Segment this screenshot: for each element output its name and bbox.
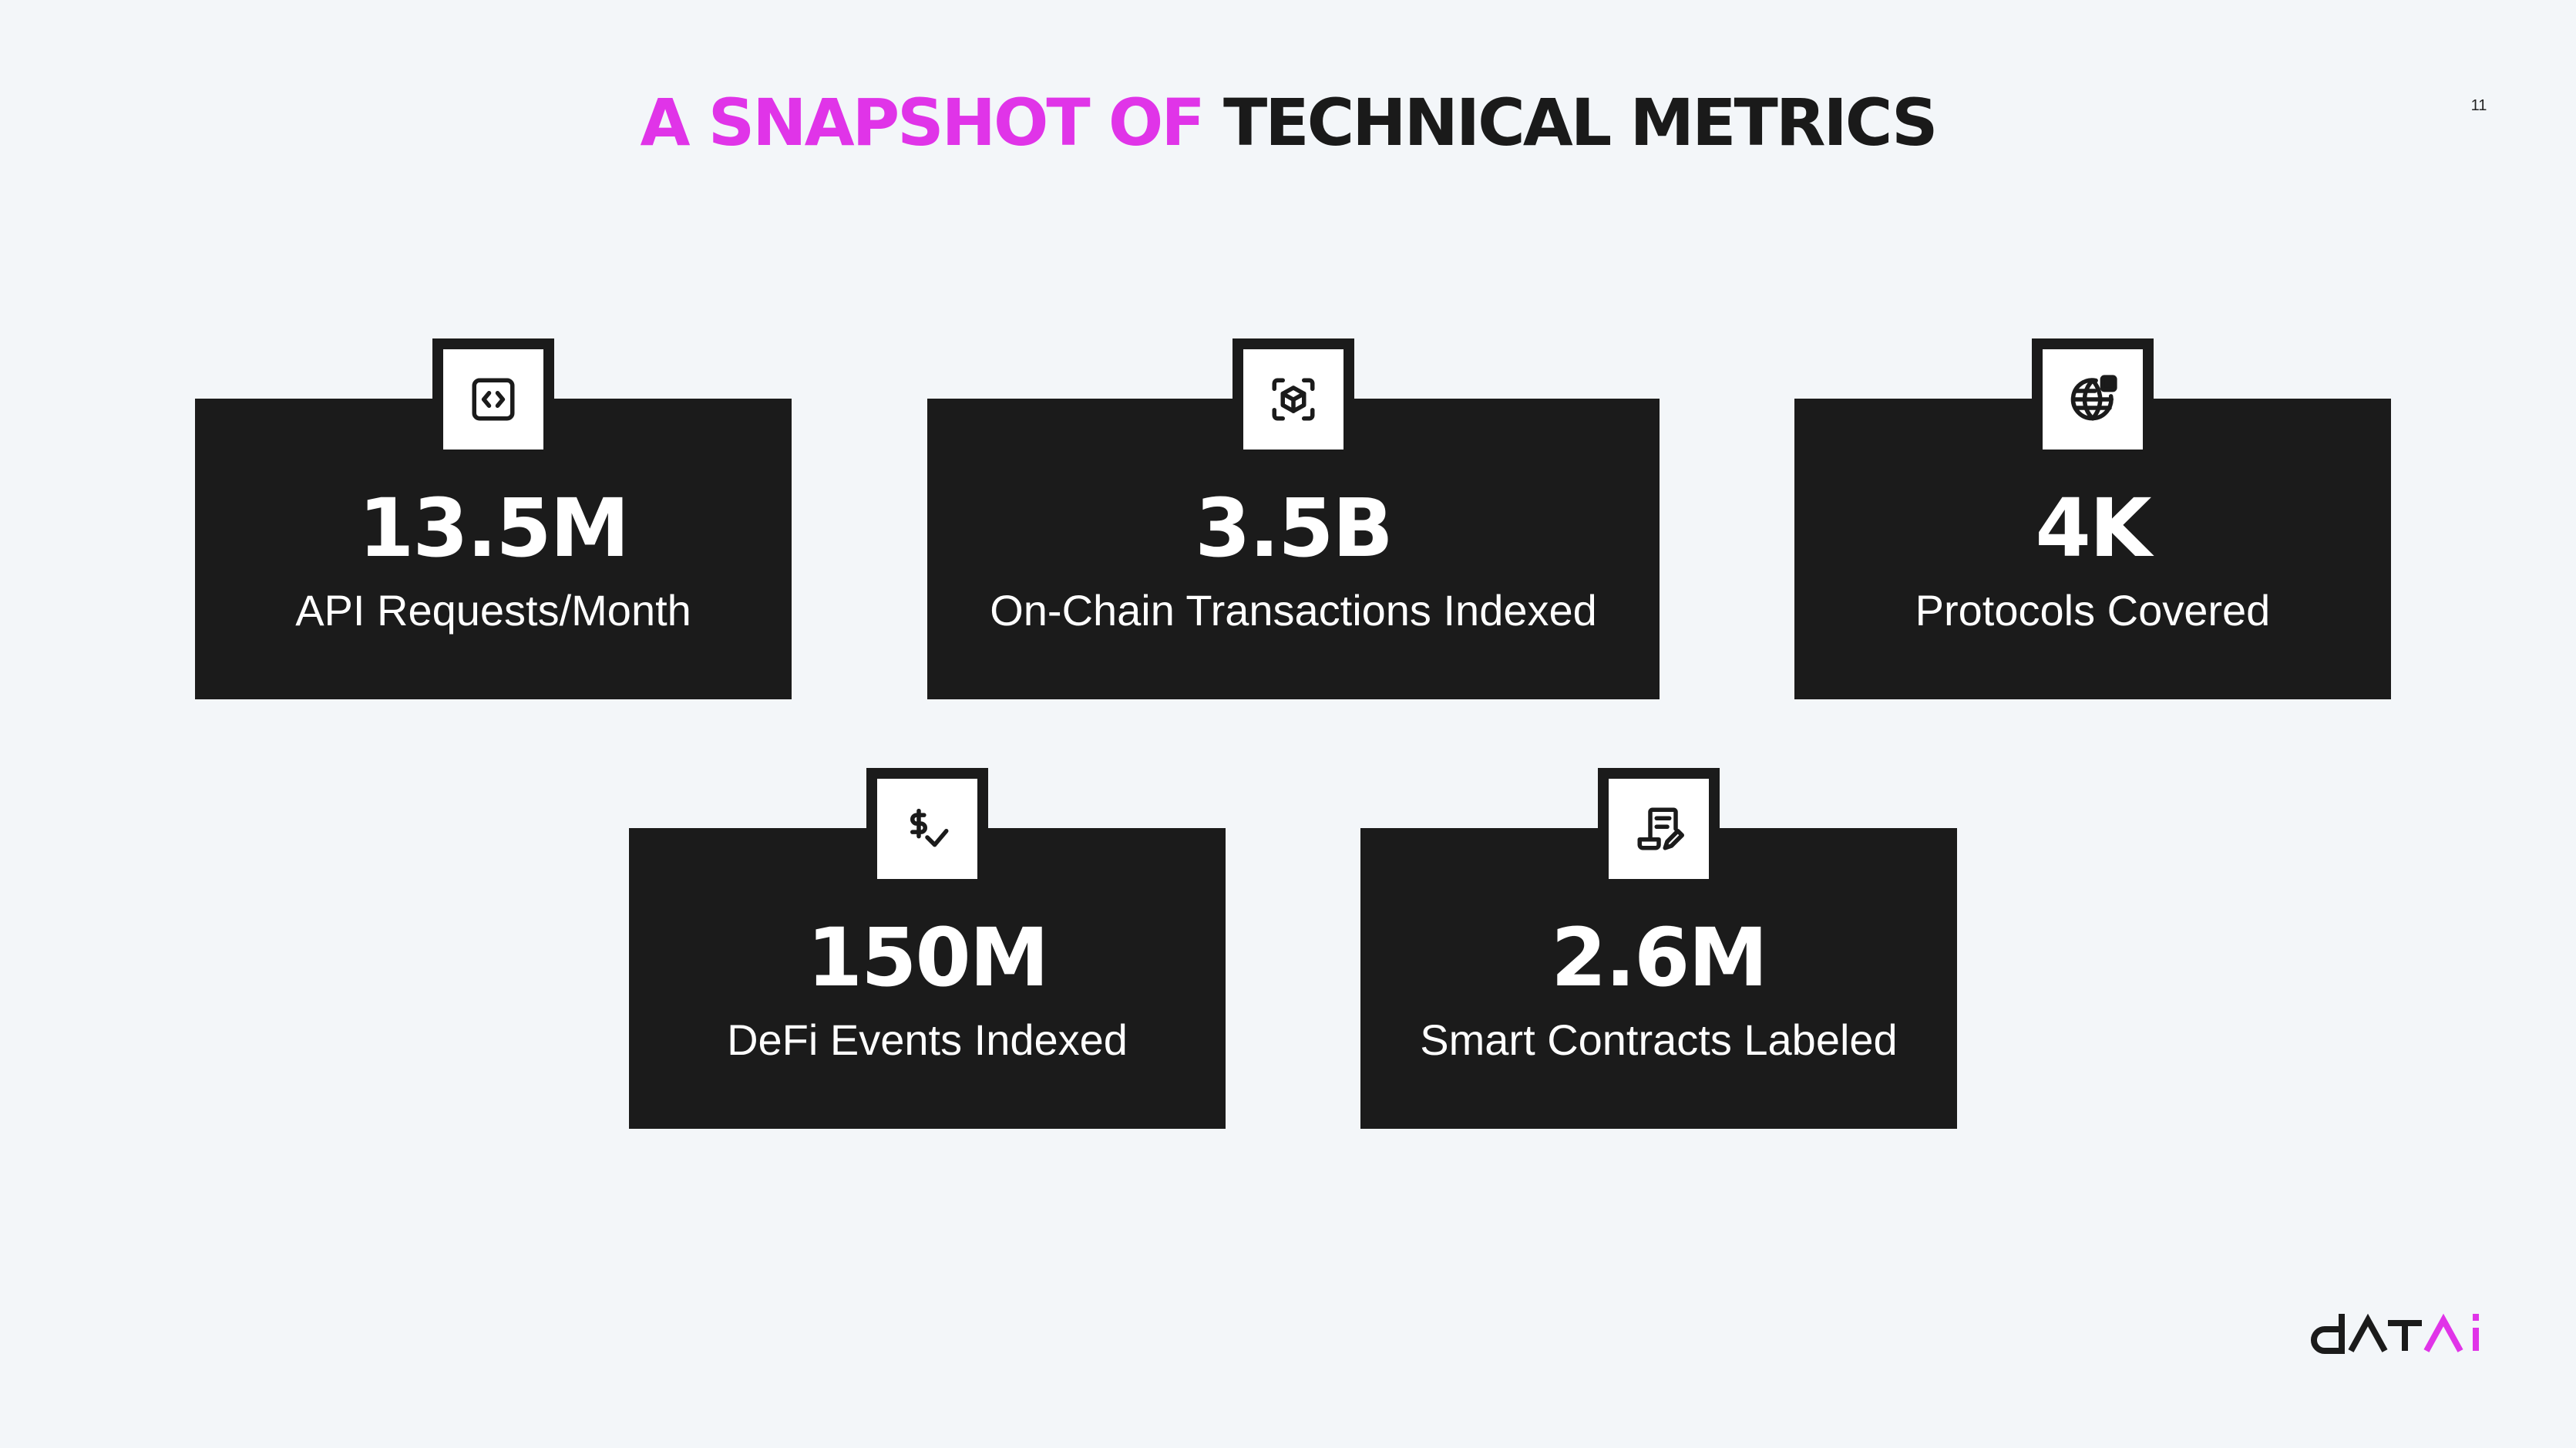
metric-card-smart-contracts: 2.6M Smart Contracts Labeled xyxy=(1360,768,1957,1129)
dollar-check-icon xyxy=(866,768,988,890)
metric-label: Smart Contracts Labeled xyxy=(1420,1015,1898,1064)
metric-card-defi-events: 150M DeFi Events Indexed xyxy=(629,768,1226,1129)
metric-label: Protocols Covered xyxy=(1915,586,2271,635)
page-number: 11 xyxy=(2470,97,2487,114)
contract-edit-icon xyxy=(1598,768,1720,890)
metric-card-protocols: 4K Protocols Covered xyxy=(1794,338,2391,699)
code-brackets-icon xyxy=(432,338,554,460)
page-title: A SNAPSHOT OF TECHNICAL METRICS xyxy=(0,80,2576,165)
metric-value: 4K xyxy=(2035,481,2152,575)
metric-value: 150M xyxy=(806,911,1050,1005)
globe-icon xyxy=(2032,338,2154,460)
title-rest: TECHNICAL METRICS xyxy=(1222,85,1939,160)
metric-value: 2.6M xyxy=(1551,911,1768,1005)
cube-scan-icon xyxy=(1233,338,1354,460)
title-accent: A SNAPSHOT OF xyxy=(640,85,1206,160)
metric-value: 13.5M xyxy=(358,481,630,575)
metric-label: On-Chain Transactions Indexed xyxy=(990,586,1597,635)
datai-logo: datai xyxy=(2311,1313,2479,1354)
metric-value: 3.5B xyxy=(1195,481,1394,575)
metric-label: DeFi Events Indexed xyxy=(727,1015,1128,1064)
metric-card-api-requests: 13.5M API Requests/Month xyxy=(195,338,792,699)
metric-card-transactions: 3.5B On-Chain Transactions Indexed xyxy=(927,338,1660,699)
metric-label: API Requests/Month xyxy=(295,586,691,635)
